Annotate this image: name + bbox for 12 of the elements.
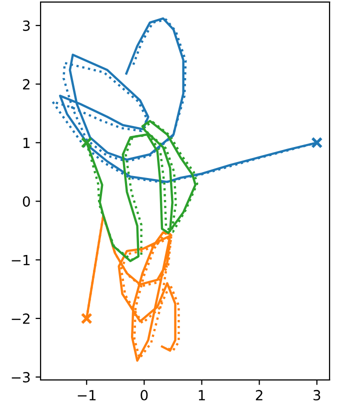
y-tick-label: 1 bbox=[24, 138, 30, 148]
x-tick-label: −1 bbox=[78, 390, 96, 400]
x-tick-label: 1 bbox=[198, 390, 205, 400]
x-tick-label: 2 bbox=[256, 390, 262, 400]
y-tick-label: 3 bbox=[23, 20, 30, 31]
y-tick-label: −3 bbox=[12, 372, 30, 383]
y-tick-label: 0 bbox=[22, 196, 30, 207]
y-tick-label: −2 bbox=[12, 313, 30, 324]
x-tick-label: 3 bbox=[314, 390, 320, 400]
y-tick-label: 2 bbox=[23, 79, 30, 90]
x-tick-label: 0 bbox=[140, 390, 148, 400]
y-tick-label: −1 bbox=[12, 255, 30, 266]
